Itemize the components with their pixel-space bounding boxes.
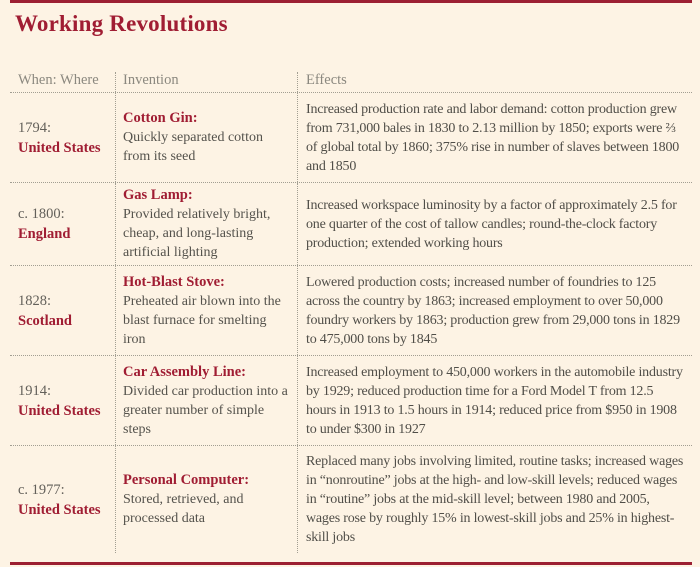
- bottom-rule: [10, 562, 692, 565]
- invention-name: Personal Computer:: [123, 472, 250, 488]
- where-label: Scotland: [18, 312, 72, 329]
- effects-text: Increased employment to 450,000 workers …: [306, 364, 683, 437]
- effects-cell: Increased employment to 450,000 workers …: [297, 356, 692, 445]
- effects-text: Increased production rate and labor dema…: [306, 101, 680, 174]
- revolutions-table: When: Where Invention Effects 1794: Unit…: [10, 72, 692, 553]
- invention-name: Gas Lamp:: [123, 187, 193, 203]
- invention-cell: Gas Lamp: Provided relatively bright, ch…: [115, 183, 297, 265]
- where-label: United States: [18, 501, 101, 518]
- page-title: Working Revolutions: [15, 11, 228, 36]
- column-header-when-where: When: Where: [18, 72, 99, 88]
- effects-text: Increased workspace luminosity by a fact…: [306, 197, 677, 251]
- when-label: c. 1800:: [18, 206, 65, 222]
- effects-cell: Lowered production costs; increased numb…: [297, 266, 692, 355]
- table-row: c. 1977: United States Personal Computer…: [10, 446, 692, 553]
- when-where-cell: c. 1977: United States: [10, 446, 115, 553]
- invention-name: Hot-Blast Stove:: [123, 273, 225, 290]
- effects-cell: Increased workspace luminosity by a fact…: [297, 183, 692, 265]
- table-row: 1828: Scotland Hot-Blast Stove: Preheate…: [10, 266, 692, 356]
- where-label: United States: [18, 139, 101, 156]
- table-row: c. 1800: England Gas Lamp: Provided rela…: [10, 183, 692, 266]
- invention-name: Cotton Gin:: [123, 110, 198, 126]
- table-row: 1794: United States Cotton Gin: Quickly …: [10, 93, 692, 183]
- column-header-invention: Invention: [115, 72, 297, 92]
- invention-description: Stored, retrieved, and processed data: [123, 492, 244, 526]
- when-where-cell: c. 1800: England: [10, 183, 115, 265]
- top-rule: [10, 0, 692, 3]
- when-label: 1794:: [18, 119, 52, 136]
- invention-name: Car Assembly Line:: [123, 363, 246, 380]
- invention-description: Provided relatively bright, cheap, and l…: [123, 207, 271, 260]
- when-label: c. 1977:: [18, 481, 65, 498]
- invention-description: Quickly separated cotton from its seed: [123, 130, 263, 164]
- invention-description: Divided car production into a greater nu…: [123, 383, 288, 437]
- column-header-effects: Effects: [297, 72, 692, 92]
- invention-description: Preheated air blown into the blast furna…: [123, 293, 281, 347]
- effects-cell: Replaced many jobs involving limited, ro…: [297, 446, 692, 553]
- invention-cell: Personal Computer: Stored, retrieved, an…: [115, 446, 297, 553]
- effects-cell: Increased production rate and labor dema…: [297, 93, 692, 182]
- table-row: 1914: United States Car Assembly Line: D…: [10, 356, 692, 446]
- where-label: United States: [18, 402, 101, 419]
- effects-text: Replaced many jobs involving limited, ro…: [306, 454, 684, 545]
- invention-cell: Car Assembly Line: Divided car productio…: [115, 356, 297, 445]
- when-where-cell: 1794: United States: [10, 93, 115, 182]
- when-label: 1828:: [18, 292, 52, 309]
- when-label: 1914:: [18, 382, 52, 399]
- invention-cell: Hot-Blast Stove: Preheated air blown int…: [115, 266, 297, 355]
- effects-text: Lowered production costs; increased numb…: [306, 274, 680, 347]
- table-header-row: When: Where Invention Effects: [10, 72, 692, 93]
- when-where-cell: 1828: Scotland: [10, 266, 115, 355]
- invention-cell: Cotton Gin: Quickly separated cotton fro…: [115, 93, 297, 182]
- where-label: England: [18, 226, 71, 242]
- when-where-cell: 1914: United States: [10, 356, 115, 445]
